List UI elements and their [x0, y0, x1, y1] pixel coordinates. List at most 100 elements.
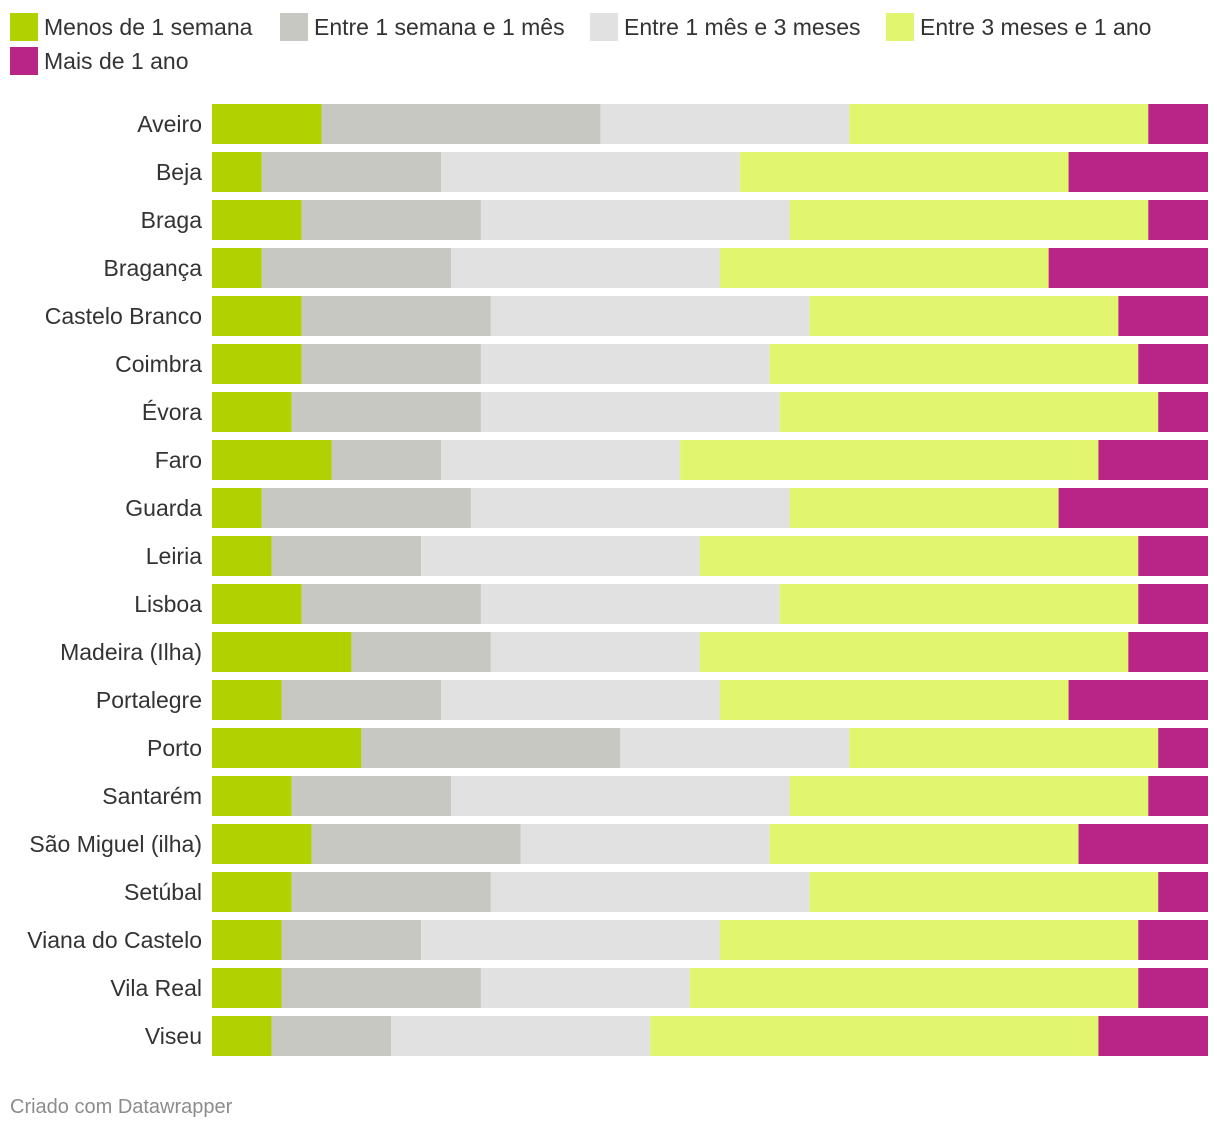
bar-vila-real-series-2: [480, 968, 691, 1008]
bar-viana-do-castelo-series-1: [281, 920, 422, 960]
bar-santarem-series-0: [212, 776, 292, 816]
bar-porto-series-2: [620, 728, 850, 768]
bar-braga-series-4: [1148, 200, 1208, 240]
bar-madeira-ilha-series-4: [1128, 632, 1208, 672]
bar-coimbra-series-2: [480, 344, 770, 384]
bar-braga-series-0: [212, 200, 302, 240]
bar-faro-series-4: [1098, 440, 1208, 480]
bar-lisboa-series-4: [1138, 584, 1208, 624]
bar-beja-series-4: [1068, 152, 1208, 192]
category-label-castelo-branco: Castelo Branco: [45, 303, 202, 329]
bar-evora-series-4: [1158, 392, 1208, 432]
bar-vila-real-series-0: [212, 968, 282, 1008]
bar-santarem-series-4: [1148, 776, 1208, 816]
bar-portalegre-series-3: [719, 680, 1069, 720]
category-label-beja: Beja: [156, 159, 202, 185]
bar-braganca-series-1: [261, 248, 452, 288]
bar-evora-series-2: [480, 392, 780, 432]
bar-beja-series-3: [739, 152, 1069, 192]
legend-swatch: [590, 13, 618, 41]
bar-viana-do-castelo-series-4: [1138, 920, 1208, 960]
bar-guarda-series-0: [212, 488, 262, 528]
category-label-viseu: Viseu: [145, 1023, 202, 1049]
bar-leiria-series-4: [1138, 536, 1208, 576]
bar-faro-series-3: [680, 440, 1099, 480]
bar-faro-series-2: [441, 440, 681, 480]
bar-aveiro-series-2: [600, 104, 850, 144]
category-label-viana-do-castelo: Viana do Castelo: [27, 927, 202, 953]
bar-viseu-series-0: [212, 1016, 272, 1056]
bar-faro-series-1: [331, 440, 442, 480]
category-label-porto: Porto: [147, 735, 202, 761]
bar-coimbra-series-1: [301, 344, 481, 384]
bar-portalegre-series-4: [1068, 680, 1208, 720]
bar-castelo-branco-series-2: [490, 296, 810, 336]
bar-aveiro-series-0: [212, 104, 322, 144]
bar-leiria-series-1: [271, 536, 422, 576]
bar-coimbra-series-4: [1138, 344, 1208, 384]
bar-braga-series-3: [789, 200, 1149, 240]
bar-braga-series-1: [301, 200, 481, 240]
bar-lisboa-series-3: [779, 584, 1139, 624]
legend-swatch: [10, 13, 38, 41]
bar-vila-real-series-3: [690, 968, 1139, 1008]
legend-item-3-meses-1-ano: Entre 3 meses e 1 ano: [886, 12, 1151, 42]
stacked-bar-chart: Aveiro Beja Braga Bragança Castelo Branco Coi…: [27, 104, 1208, 1056]
bar-coimbra-series-0: [212, 344, 302, 384]
category-label-sao-miguel-ilha: São Miguel (ilha): [29, 831, 202, 857]
bar-setubal-series-1: [291, 872, 491, 912]
bar-madeira-ilha-series-3: [700, 632, 1129, 672]
category-label-faro: Faro: [155, 447, 202, 473]
bar-setubal-series-0: [212, 872, 292, 912]
category-label-coimbra: Coimbra: [115, 351, 202, 377]
bar-viana-do-castelo-series-2: [421, 920, 720, 960]
legend-item-mais-1-ano: Mais de 1 ano: [10, 46, 188, 76]
bar-castelo-branco-series-4: [1118, 296, 1208, 336]
bar-porto-series-4: [1158, 728, 1208, 768]
bar-leiria-series-2: [421, 536, 701, 576]
category-label-lisboa: Lisboa: [134, 591, 202, 617]
bar-setubal-series-2: [490, 872, 810, 912]
bar-guarda-series-1: [261, 488, 471, 528]
bar-porto-series-0: [212, 728, 362, 768]
legend-label: Entre 1 semana e 1 mês: [314, 13, 565, 40]
category-label-santarem: Santarém: [102, 783, 202, 809]
bar-castelo-branco-series-0: [212, 296, 302, 336]
bar-lisboa-series-2: [480, 584, 780, 624]
legend-swatch: [886, 13, 914, 41]
bar-guarda-series-4: [1058, 488, 1208, 528]
legend-label: Menos de 1 semana: [44, 13, 253, 40]
bar-madeira-ilha-series-0: [212, 632, 352, 672]
legend-swatch: [10, 47, 38, 75]
category-label-leiria: Leiria: [146, 543, 202, 569]
category-label-vila-real: Vila Real: [110, 975, 202, 1001]
bar-beja-series-2: [441, 152, 740, 192]
category-label-madeira-ilha: Madeira (Ilha): [60, 639, 202, 665]
bar-portalegre-series-2: [441, 680, 720, 720]
bar-faro-series-0: [212, 440, 332, 480]
bar-sao-miguel-ilha-series-0: [212, 824, 312, 864]
bar-sao-miguel-ilha-series-4: [1078, 824, 1208, 864]
bar-coimbra-series-3: [769, 344, 1139, 384]
bar-guarda-series-2: [470, 488, 790, 528]
bar-leiria-series-0: [212, 536, 272, 576]
bar-lisboa-series-0: [212, 584, 302, 624]
bar-viana-do-castelo-series-0: [212, 920, 282, 960]
legend-item-1-semana-1-mes: Entre 1 semana e 1 mês: [280, 12, 565, 42]
category-label-setubal: Setúbal: [124, 879, 202, 905]
bar-porto-series-1: [361, 728, 621, 768]
bar-beja-series-1: [261, 152, 442, 192]
legend-label: Entre 1 mês e 3 meses: [624, 13, 861, 40]
bar-evora-series-1: [291, 392, 481, 432]
legend-item-1-mes-3-meses: Entre 1 mês e 3 meses: [590, 12, 861, 42]
category-label-braga: Braga: [141, 207, 203, 233]
bar-santarem-series-2: [451, 776, 790, 816]
bar-braganca-series-3: [719, 248, 1049, 288]
bar-aveiro-series-3: [849, 104, 1149, 144]
bar-portalegre-series-1: [281, 680, 442, 720]
bar-castelo-branco-series-3: [809, 296, 1119, 336]
bar-leiria-series-3: [700, 536, 1139, 576]
category-label-portalegre: Portalegre: [96, 687, 202, 713]
bar-portalegre-series-0: [212, 680, 282, 720]
bar-aveiro-series-4: [1148, 104, 1208, 144]
